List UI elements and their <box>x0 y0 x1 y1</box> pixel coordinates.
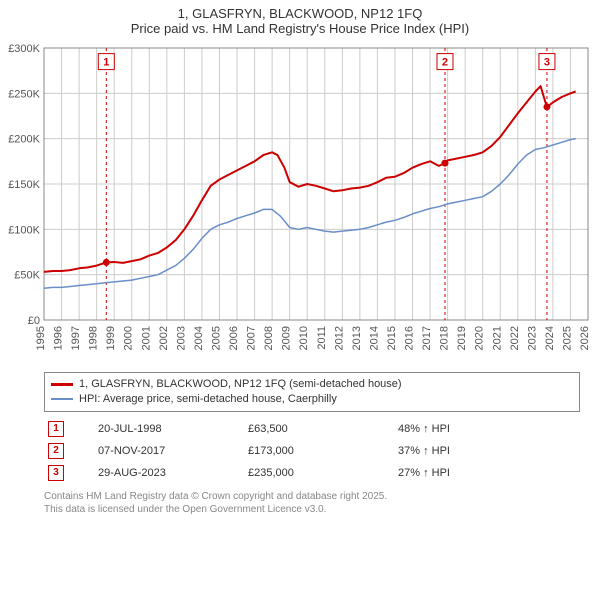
footer-line-2: This data is licensed under the Open Gov… <box>44 503 580 516</box>
x-tick-label: 1998 <box>88 326 100 350</box>
marker-label: 1 <box>103 57 109 69</box>
x-tick-label: 2008 <box>263 326 275 350</box>
x-tick-label: 2022 <box>509 326 521 350</box>
table-row: 1 20-JUL-1998 £63,500 48% ↑ HPI <box>44 418 580 440</box>
x-tick-label: 1995 <box>35 326 47 350</box>
x-tick-label: 2014 <box>368 326 380 350</box>
table-row: 2 07-NOV-2017 £173,000 37% ↑ HPI <box>44 440 580 462</box>
sale-delta: 27% ↑ HPI <box>394 462 580 484</box>
sale-point-icon <box>103 259 110 266</box>
footer-line-1: Contains HM Land Registry data © Crown c… <box>44 490 580 503</box>
sale-price: £235,000 <box>244 462 394 484</box>
x-tick-label: 2003 <box>175 326 187 350</box>
y-tick-label: £100K <box>8 224 40 236</box>
x-tick-label: 2010 <box>298 326 310 350</box>
legend: 1, GLASFRYN, BLACKWOOD, NP12 1FQ (semi-d… <box>44 372 580 412</box>
sale-point-icon <box>543 103 550 110</box>
sale-marker-icon: 3 <box>48 465 64 481</box>
x-tick-label: 2004 <box>193 326 205 350</box>
sale-date: 07-NOV-2017 <box>94 440 244 462</box>
chart-title-block: 1, GLASFRYN, BLACKWOOD, NP12 1FQ Price p… <box>0 0 600 38</box>
y-tick-label: £150K <box>8 179 40 191</box>
sale-delta: 48% ↑ HPI <box>394 418 580 440</box>
x-tick-label: 2020 <box>474 326 486 350</box>
sales-table: 1 20-JUL-1998 £63,500 48% ↑ HPI 2 07-NOV… <box>44 418 580 484</box>
x-tick-label: 2025 <box>561 326 573 350</box>
x-tick-label: 2000 <box>123 326 135 350</box>
x-tick-label: 2001 <box>140 326 152 350</box>
table-row: 3 29-AUG-2023 £235,000 27% ↑ HPI <box>44 462 580 484</box>
x-tick-label: 1997 <box>70 326 82 350</box>
x-tick-label: 2019 <box>456 326 468 350</box>
sale-marker-icon: 2 <box>48 443 64 459</box>
x-tick-label: 2015 <box>386 326 398 350</box>
sale-date: 20-JUL-1998 <box>94 418 244 440</box>
sale-price: £63,500 <box>244 418 394 440</box>
title-line-1: 1, GLASFRYN, BLACKWOOD, NP12 1FQ <box>0 6 600 21</box>
x-tick-label: 2011 <box>316 326 328 350</box>
chart-container: £0 £50K £100K £150K £200K £250K £300K 1995 1996 1… <box>0 38 600 368</box>
x-tick-label: 2013 <box>351 326 363 350</box>
x-tick-label: 2016 <box>404 326 416 350</box>
x-tick-label: 2002 <box>158 326 170 350</box>
legend-swatch <box>51 383 73 386</box>
x-tick-label: 2021 <box>491 326 503 350</box>
y-tick-label: £300K <box>8 43 40 55</box>
x-tick-label: 2017 <box>421 326 433 350</box>
marker-label: 3 <box>544 57 550 69</box>
legend-label: 1, GLASFRYN, BLACKWOOD, NP12 1FQ (semi-d… <box>79 377 402 392</box>
sale-price: £173,000 <box>244 440 394 462</box>
legend-label: HPI: Average price, semi-detached house,… <box>79 392 337 407</box>
sale-delta: 37% ↑ HPI <box>394 440 580 462</box>
sale-marker-icon: 1 <box>48 421 64 437</box>
legend-item-price-paid: 1, GLASFRYN, BLACKWOOD, NP12 1FQ (semi-d… <box>51 377 573 392</box>
marker-label: 2 <box>442 57 448 69</box>
x-tick-label: 2009 <box>281 326 293 350</box>
x-tick-label: 2012 <box>333 326 345 350</box>
x-tick-label: 2005 <box>210 326 222 350</box>
attribution-footer: Contains HM Land Registry data © Crown c… <box>44 490 580 516</box>
x-tick-label: 1999 <box>105 326 117 350</box>
x-tick-label: 1996 <box>53 326 65 350</box>
legend-item-hpi: HPI: Average price, semi-detached house,… <box>51 392 573 407</box>
y-tick-label: £50K <box>14 270 40 282</box>
x-tick-label: 2018 <box>439 326 451 350</box>
y-tick-label: £200K <box>8 134 40 146</box>
x-tick-label: 2023 <box>526 326 538 350</box>
sale-point-icon <box>441 160 448 167</box>
x-tick-label: 2024 <box>544 326 556 350</box>
x-tick-label: 2006 <box>228 326 240 350</box>
y-tick-label: £0 <box>28 315 40 327</box>
y-tick-label: £250K <box>8 88 40 100</box>
sale-date: 29-AUG-2023 <box>94 462 244 484</box>
x-tick-label: 2007 <box>246 326 258 350</box>
x-tick-label: 2026 <box>579 326 591 350</box>
legend-swatch <box>51 398 73 400</box>
price-chart: £0 £50K £100K £150K £200K £250K £300K 1995 1996 1… <box>0 38 600 368</box>
title-line-2: Price paid vs. HM Land Registry's House … <box>0 21 600 36</box>
